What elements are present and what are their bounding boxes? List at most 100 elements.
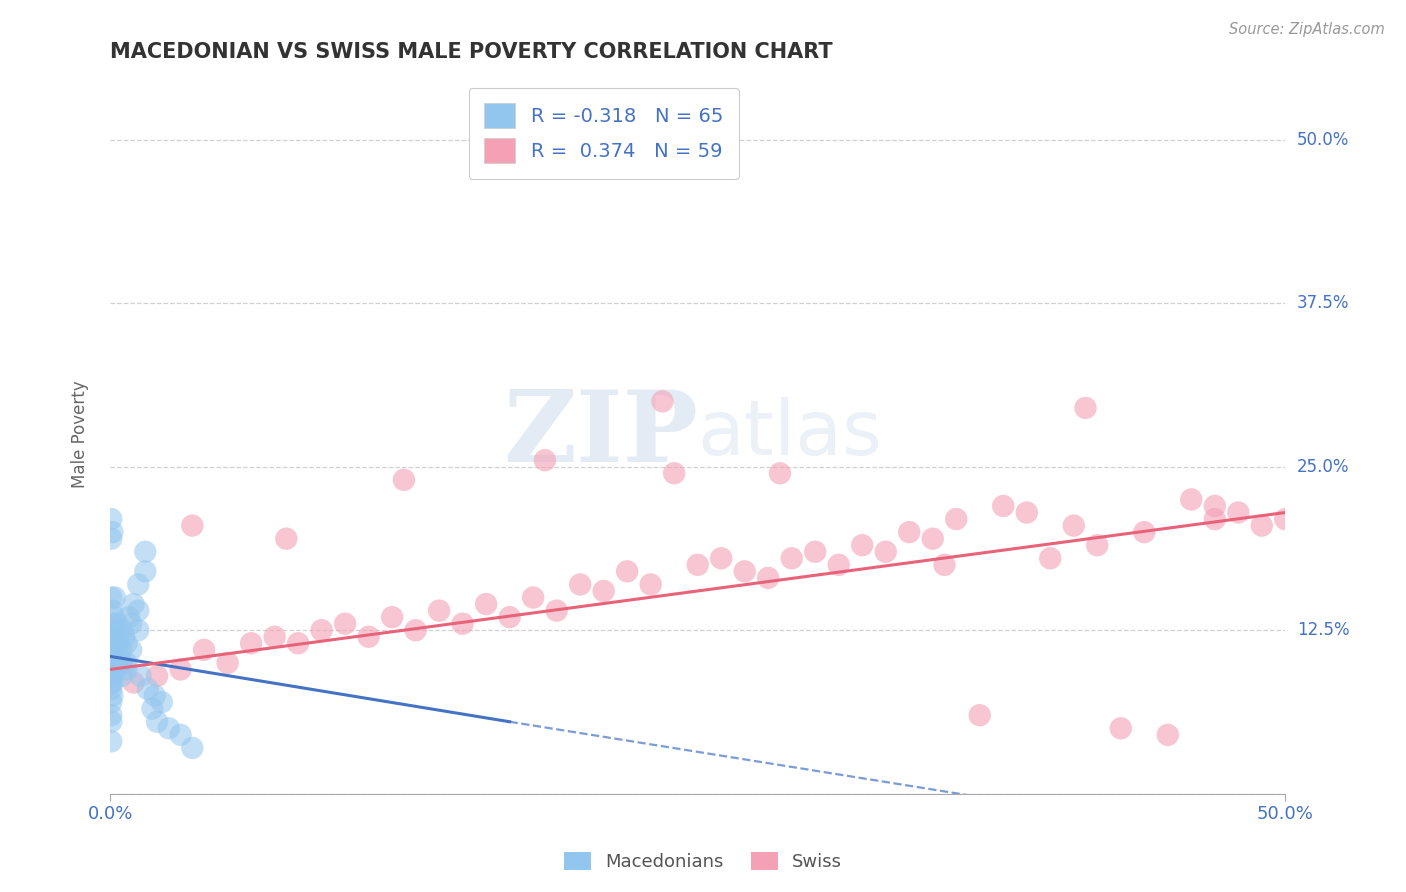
Point xyxy=(804,545,827,559)
Point xyxy=(498,610,520,624)
Point xyxy=(100,695,122,709)
Point xyxy=(100,669,122,683)
Point xyxy=(898,525,921,540)
Point xyxy=(1227,506,1250,520)
Text: 37.5%: 37.5% xyxy=(1298,294,1350,312)
Legend: Macedonians, Swiss: Macedonians, Swiss xyxy=(557,845,849,879)
Point xyxy=(105,643,128,657)
Point xyxy=(734,565,756,579)
Point xyxy=(122,675,145,690)
Point xyxy=(1039,551,1062,566)
Point xyxy=(111,669,134,683)
Point xyxy=(127,577,149,591)
Point xyxy=(100,675,122,690)
Point xyxy=(101,669,124,683)
Point xyxy=(1074,401,1097,415)
Point xyxy=(101,643,124,657)
Point xyxy=(101,604,124,618)
Point xyxy=(569,577,592,591)
Point xyxy=(405,624,427,638)
Point xyxy=(143,689,166,703)
Point xyxy=(592,584,614,599)
Point xyxy=(263,630,285,644)
Point xyxy=(104,662,127,676)
Point xyxy=(107,636,129,650)
Point xyxy=(111,624,134,638)
Point xyxy=(100,630,122,644)
Point xyxy=(311,624,333,638)
Point xyxy=(127,624,149,638)
Point xyxy=(451,616,474,631)
Point xyxy=(101,616,124,631)
Point xyxy=(104,636,127,650)
Point xyxy=(993,499,1015,513)
Point xyxy=(427,604,450,618)
Point xyxy=(101,675,124,690)
Point xyxy=(756,571,779,585)
Point xyxy=(640,577,662,591)
Point xyxy=(100,591,122,605)
Text: ZIP: ZIP xyxy=(503,385,697,483)
Point xyxy=(110,656,132,670)
Point xyxy=(357,630,380,644)
Point xyxy=(616,565,638,579)
Point xyxy=(1063,518,1085,533)
Point xyxy=(1157,728,1180,742)
Point xyxy=(104,649,127,664)
Point xyxy=(276,532,298,546)
Point xyxy=(101,630,124,644)
Point xyxy=(287,636,309,650)
Point xyxy=(136,681,159,696)
Point xyxy=(100,708,122,723)
Point xyxy=(475,597,498,611)
Point xyxy=(104,591,127,605)
Point xyxy=(157,721,180,735)
Point xyxy=(115,662,138,676)
Point xyxy=(1015,506,1038,520)
Text: Source: ZipAtlas.com: Source: ZipAtlas.com xyxy=(1229,22,1385,37)
Point xyxy=(150,695,173,709)
Point xyxy=(686,558,709,572)
Point xyxy=(1204,499,1226,513)
Point xyxy=(146,714,169,729)
Point xyxy=(934,558,956,572)
Point xyxy=(522,591,544,605)
Point xyxy=(1250,518,1272,533)
Point xyxy=(111,643,134,657)
Point xyxy=(969,708,991,723)
Y-axis label: Male Poverty: Male Poverty xyxy=(72,380,89,488)
Point xyxy=(100,662,122,676)
Point xyxy=(169,728,191,742)
Point xyxy=(217,656,239,670)
Text: atlas: atlas xyxy=(697,397,883,471)
Point xyxy=(100,734,122,748)
Point xyxy=(769,467,792,481)
Point xyxy=(118,610,141,624)
Point xyxy=(134,545,156,559)
Point xyxy=(546,604,568,618)
Legend: R = -0.318   N = 65, R =  0.374   N = 59: R = -0.318 N = 65, R = 0.374 N = 59 xyxy=(468,87,738,178)
Point xyxy=(240,636,263,650)
Point xyxy=(100,624,122,638)
Point xyxy=(169,662,191,676)
Point xyxy=(828,558,851,572)
Point xyxy=(115,636,138,650)
Point xyxy=(127,604,149,618)
Point xyxy=(112,630,135,644)
Point xyxy=(100,714,122,729)
Point xyxy=(100,643,122,657)
Point xyxy=(100,636,122,650)
Point xyxy=(664,467,686,481)
Point xyxy=(100,656,122,670)
Text: MACEDONIAN VS SWISS MALE POVERTY CORRELATION CHART: MACEDONIAN VS SWISS MALE POVERTY CORRELA… xyxy=(110,42,832,62)
Point xyxy=(1274,512,1296,526)
Point xyxy=(100,512,122,526)
Point xyxy=(875,545,897,559)
Text: 25.0%: 25.0% xyxy=(1298,458,1350,475)
Point xyxy=(129,669,152,683)
Point xyxy=(333,616,356,631)
Point xyxy=(100,681,122,696)
Text: 12.5%: 12.5% xyxy=(1298,621,1350,640)
Point xyxy=(100,532,122,546)
Point xyxy=(103,649,125,664)
